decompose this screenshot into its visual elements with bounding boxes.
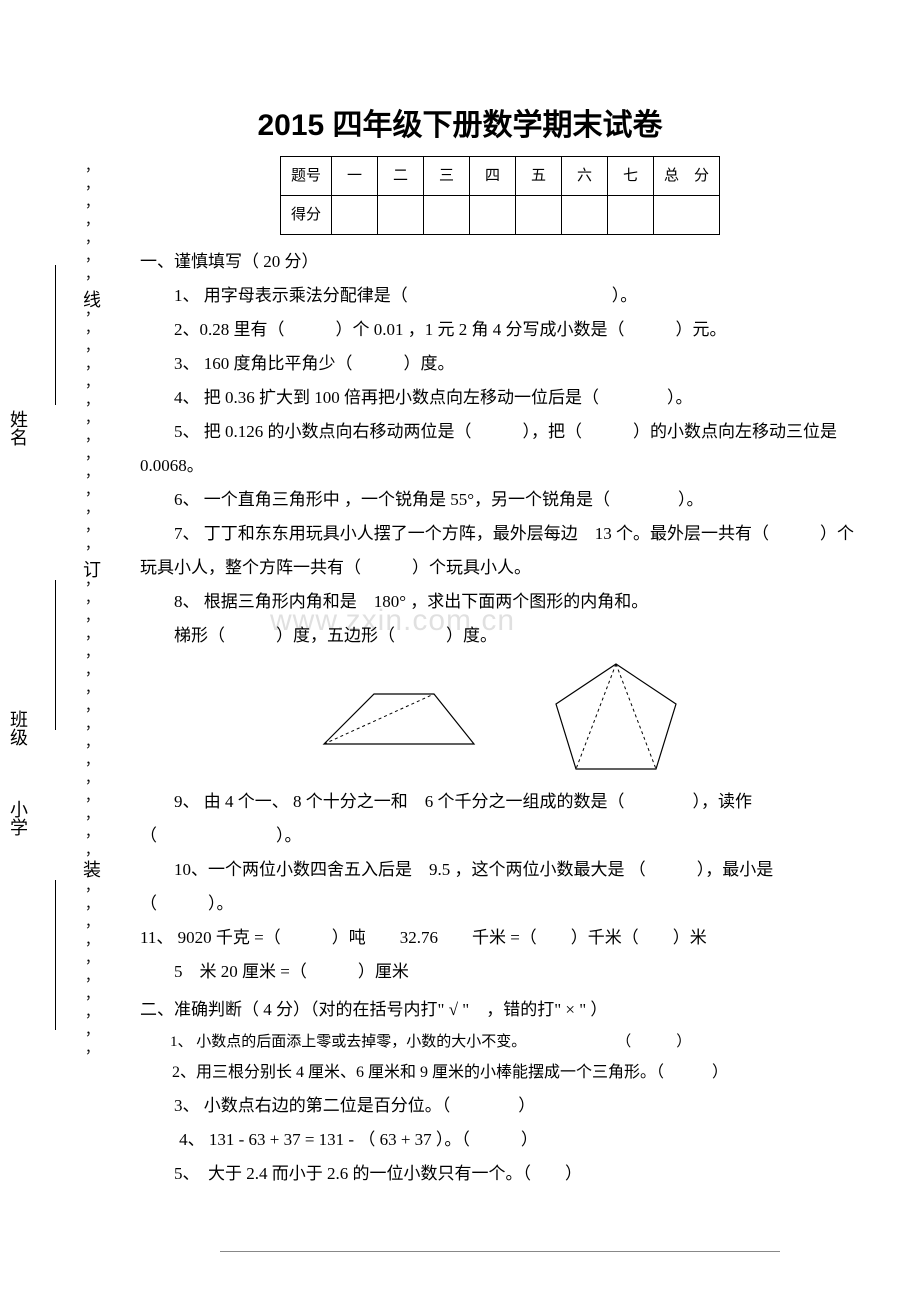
label-school: 小学: [5, 800, 31, 836]
q1-1: 1、 用字母表示乘法分配律是（ ）。: [140, 279, 860, 313]
q2-1: 1、 小数点的后面添上零或去掉零，小数的大小不变。 （ ）: [140, 1027, 860, 1057]
score-table: 题号 一 二 三 四 五 六 七 总 分 得分: [280, 156, 720, 235]
score-cell: [608, 196, 654, 235]
q2-5: 5、 大于 2.4 而小于 2.6 的一位小数只有一个。（ ）: [140, 1157, 860, 1191]
score-cell: [562, 196, 608, 235]
section2-head: 二、准确判断（ 4 分）（对的在括号内打" √ " ，错的打" × " ）: [140, 993, 860, 1027]
score-col-6: 六: [562, 157, 608, 196]
q1-7: 7、 丁丁和东东用玩具小人摆了一个方阵，最外层每边 13 个。最外层一共有（ ）…: [140, 517, 860, 585]
score-head-label: 题号: [280, 157, 331, 196]
q1-11b: 5 米 20 厘米 =（ ）厘米: [140, 955, 860, 989]
score-cell: [378, 196, 424, 235]
score-row2-label: 得分: [280, 196, 331, 235]
q2-3: 3、 小数点右边的第二位是百分位。（ ）: [140, 1089, 860, 1123]
score-col-5: 五: [516, 157, 562, 196]
score-col-7: 七: [608, 157, 654, 196]
binding-label-bind: 装: [78, 860, 104, 878]
score-cell: [332, 196, 378, 235]
pentagon-diag1: [616, 664, 656, 769]
binding-label-staple: 订: [78, 560, 104, 578]
q1-5: 5、 把 0.126 的小数点向右移动两位是（ ），把（ ）的小数点向左移动三位…: [140, 415, 860, 483]
score-cell: [424, 196, 470, 235]
label-name: 姓名: [5, 410, 31, 446]
trapezoid-diagonal: [324, 694, 434, 744]
q2-4: 4、 131 - 63 + 37 = 131 - （ 63 + 37 ）。（ ）: [140, 1123, 860, 1157]
pentagon-outline: [556, 664, 676, 769]
score-cell: [516, 196, 562, 235]
margin-line-2: [55, 580, 56, 730]
q1-6: 6、 一个直角三角形中 ，一个锐角是 55°，另一个锐角是（ ）。: [140, 483, 860, 517]
score-col-3: 三: [424, 157, 470, 196]
trapezoid-figure: [304, 684, 494, 754]
q1-2: 2、0.28 里有（ ）个 0.01 ，1 元 2 角 4 分写成小数是（ ）元…: [140, 313, 860, 347]
trapezoid-outline: [324, 694, 474, 744]
page-title: 2015 四年级下册数学期末试卷: [60, 100, 860, 144]
pentagon-diag2: [576, 664, 616, 769]
section1-head: 一、谨慎填写（ 20 分）: [140, 245, 860, 279]
q1-11a: 11、 9020 千克 =（ ）吨 32.76 千米 =（ ）千米（ ）米: [140, 921, 860, 955]
q1-10: 10、一个两位小数四舍五入后是 9.5 ，这个两位小数最大是 （ ），最小是（ …: [140, 853, 860, 921]
binding-margin: ，，，，，， ，，，，，， ，，，，，， ，，，，，， ，，，，，， ，，，，，…: [0, 160, 130, 1160]
label-class: 班级: [5, 710, 31, 746]
score-col-2: 二: [378, 157, 424, 196]
score-col-total: 总 分: [654, 157, 720, 196]
q1-9: 9、 由 4 个一、 8 个十分之一和 6 个千分之一组成的数是（ ），读作（ …: [140, 785, 860, 853]
footer-divider: [220, 1251, 780, 1252]
q1-4: 4、 把 0.36 扩大到 100 倍再把小数点向左移动一位后是（ ）。: [140, 381, 860, 415]
score-col-4: 四: [470, 157, 516, 196]
pentagon-figure: [546, 659, 696, 779]
score-col-1: 一: [332, 157, 378, 196]
q1-3: 3、 160 度角比平角少（ ）度。: [140, 347, 860, 381]
score-cell: [470, 196, 516, 235]
binding-label-line: 线: [78, 290, 104, 308]
margin-line-1: [55, 265, 56, 405]
q2-2: 2、用三根分别长 4 厘米、6 厘米和 9 厘米的小棒能摆成一个三角形。（ ）: [140, 1057, 860, 1089]
q1-8a: 8、 根据三角形内角和是 180° ，求出下面两个图形的内角和。: [140, 585, 860, 619]
q1-8b: 梯形（ ）度，五边形（ ）度。: [140, 619, 860, 653]
content-body: 题号 一 二 三 四 五 六 七 总 分 得分 一: [140, 156, 860, 1191]
score-cell: [654, 196, 720, 235]
margin-line-3: [55, 880, 56, 1030]
figures-row: [140, 659, 860, 779]
